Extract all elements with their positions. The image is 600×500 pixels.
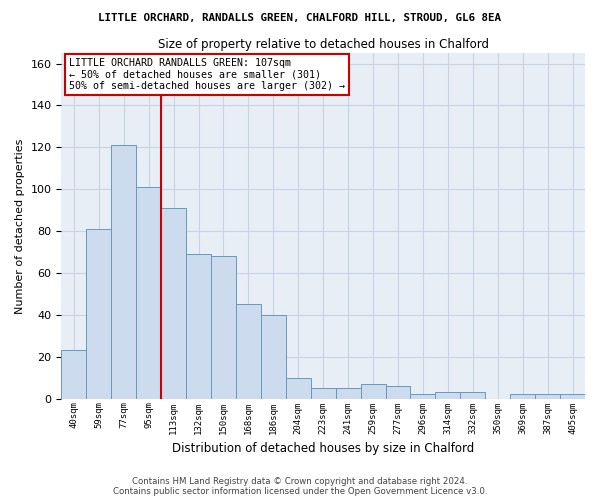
Bar — [560, 394, 585, 398]
Bar — [111, 145, 136, 399]
Bar — [436, 392, 460, 398]
X-axis label: Distribution of detached houses by size in Chalford: Distribution of detached houses by size … — [172, 442, 475, 455]
Bar — [211, 256, 236, 398]
Bar — [61, 350, 86, 399]
Bar — [136, 187, 161, 398]
Bar — [361, 384, 386, 398]
Bar — [261, 315, 286, 398]
Bar — [236, 304, 261, 398]
Bar — [186, 254, 211, 398]
Bar — [386, 386, 410, 398]
Bar — [311, 388, 335, 398]
Text: LITTLE ORCHARD RANDALLS GREEN: 107sqm
← 50% of detached houses are smaller (301): LITTLE ORCHARD RANDALLS GREEN: 107sqm ← … — [69, 58, 345, 92]
Bar — [510, 394, 535, 398]
Bar — [460, 392, 485, 398]
Text: Contains HM Land Registry data © Crown copyright and database right 2024.
Contai: Contains HM Land Registry data © Crown c… — [113, 476, 487, 496]
Y-axis label: Number of detached properties: Number of detached properties — [15, 138, 25, 314]
Text: LITTLE ORCHARD, RANDALLS GREEN, CHALFORD HILL, STROUD, GL6 8EA: LITTLE ORCHARD, RANDALLS GREEN, CHALFORD… — [98, 12, 502, 22]
Bar — [161, 208, 186, 398]
Bar — [86, 229, 111, 398]
Title: Size of property relative to detached houses in Chalford: Size of property relative to detached ho… — [158, 38, 489, 51]
Bar — [286, 378, 311, 398]
Bar — [410, 394, 436, 398]
Bar — [335, 388, 361, 398]
Bar — [535, 394, 560, 398]
